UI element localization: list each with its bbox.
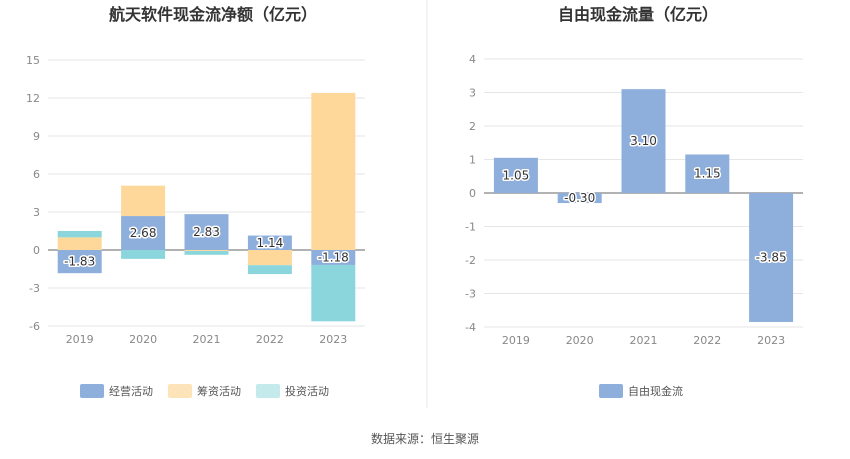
chart-2-y-tick-label: 3	[469, 87, 476, 100]
chart-2-bar-1-2019	[493, 157, 538, 193]
chart-1-bar-2-2020	[121, 185, 166, 217]
chart-1-y-tick-label: 9	[33, 130, 40, 143]
chart-2-y-tick-label: -4	[465, 321, 476, 334]
chart-1-data-label: 1.14	[257, 236, 284, 250]
chart-1-legend-swatch-3	[256, 384, 280, 398]
chart-2-data-label: 3.10	[630, 134, 657, 148]
chart-1-bar-3-2020	[121, 250, 166, 259]
chart-2-x-tick-label: 2019	[502, 334, 530, 347]
chart-2-data-label: -0.30	[564, 191, 595, 205]
chart-1-y-tick-label: -3	[29, 282, 40, 295]
chart-1-data-label-halo: 2.83	[193, 225, 220, 239]
chart-1-y-tick-label: 12	[26, 92, 40, 105]
chart-2-bar-1-2020	[557, 193, 602, 204]
chart-1-data-label-halo: 1.14	[257, 236, 284, 250]
chart-1-y-tick-label: 3	[33, 206, 40, 219]
chart-2-y-tick-label: 4	[469, 53, 476, 66]
chart-1-bar-3-2019	[57, 231, 102, 238]
chart-2-x-tick-label: 2022	[693, 334, 721, 347]
chart-1-x-tick-label: 2021	[193, 333, 221, 346]
chart-2-legend-swatch-1	[599, 384, 623, 398]
chart-1-x-tick-label: 2023	[319, 333, 347, 346]
chart-2-title: 自由现金流量（亿元）	[558, 5, 718, 24]
chart-1-bar-1-2023	[311, 250, 356, 265]
chart-1-bar-3-2021	[184, 251, 229, 255]
chart-1-data-label: 2.68	[130, 226, 157, 240]
chart-2-x-tick-label: 2020	[566, 334, 594, 347]
chart-2-y-tick-label: 0	[469, 187, 476, 200]
chart-1-y-tick-label: 0	[33, 244, 40, 257]
chart-2-data-label-halo: -0.30	[564, 191, 595, 205]
chart-1-legend-label-2: 筹资活动	[197, 384, 241, 398]
chart-2-data-label: 1.15	[694, 167, 721, 181]
chart-2-x-tick-label: 2023	[757, 334, 785, 347]
chart-2-legend-label-1: 自由现金流	[628, 384, 683, 398]
chart-1-bar-1-2020	[121, 216, 166, 250]
chart-2-data-label-halo: 1.15	[694, 167, 721, 181]
chart-2-y-tick-label: -3	[465, 288, 476, 301]
chart-2-data-label: 1.05	[503, 168, 530, 182]
chart-1-legend-label-3: 投资活动	[285, 384, 329, 398]
chart-2-y-tick-label: -2	[465, 254, 476, 267]
chart-1-bar-1-2022	[247, 235, 292, 250]
chart-1-y-tick-label: -6	[29, 320, 40, 333]
chart-1-bar-2-2023	[311, 92, 356, 250]
chart-2-bar-1-2021	[621, 89, 666, 193]
chart-1-bar-2-2022	[247, 250, 292, 266]
chart-2-bar-1-2023	[749, 193, 794, 322]
chart-1-bar-1-2021	[184, 214, 229, 250]
chart-1-title: 航天软件现金流净额（亿元）	[109, 5, 317, 24]
chart-2-data-label-halo: 1.05	[503, 168, 530, 182]
chart-1-y-tick-label: 15	[26, 54, 40, 67]
chart-1-x-tick-label: 2022	[256, 333, 284, 346]
chart-1-bar-3-2023	[311, 264, 356, 322]
chart-1-data-label-halo: -1.83	[64, 255, 95, 269]
chart-1-data-label: -1.18	[318, 250, 349, 264]
data-source-note: 数据来源：恒生聚源	[370, 432, 479, 446]
chart-1-x-tick-label: 2020	[129, 333, 157, 346]
chart-1-data-label-halo: 2.68	[130, 226, 157, 240]
chart-1-data-label: -1.83	[64, 255, 95, 269]
chart-2-data-label: -3.85	[756, 250, 787, 264]
chart-1-data-label: 2.83	[193, 225, 220, 239]
chart-1-data-label-halo: -1.18	[318, 250, 349, 264]
chart-2-x-tick-label: 2021	[630, 334, 658, 347]
chart-1-legend-label-1: 经营活动	[109, 384, 153, 398]
chart-2-bar-1-2022	[685, 154, 730, 193]
chart-1-y-tick-label: 6	[33, 168, 40, 181]
chart-1-x-tick-label: 2019	[66, 333, 94, 346]
chart-2-y-tick-label: 1	[469, 154, 476, 167]
chart-1-bar-2-2019	[57, 237, 102, 250]
chart-1-legend-swatch-2	[168, 384, 192, 398]
chart-2-y-tick-label: -1	[465, 221, 476, 234]
chart-1-bar-1-2019	[57, 250, 102, 274]
chart-2-data-label-halo: -3.85	[756, 250, 787, 264]
chart-1-bar-2-2021	[184, 250, 229, 252]
chart-2-y-tick-label: 2	[469, 120, 476, 133]
chart-1-bar-3-2022	[247, 265, 292, 275]
chart-1-legend-swatch-1	[80, 384, 104, 398]
chart-2-data-label-halo: 3.10	[630, 134, 657, 148]
